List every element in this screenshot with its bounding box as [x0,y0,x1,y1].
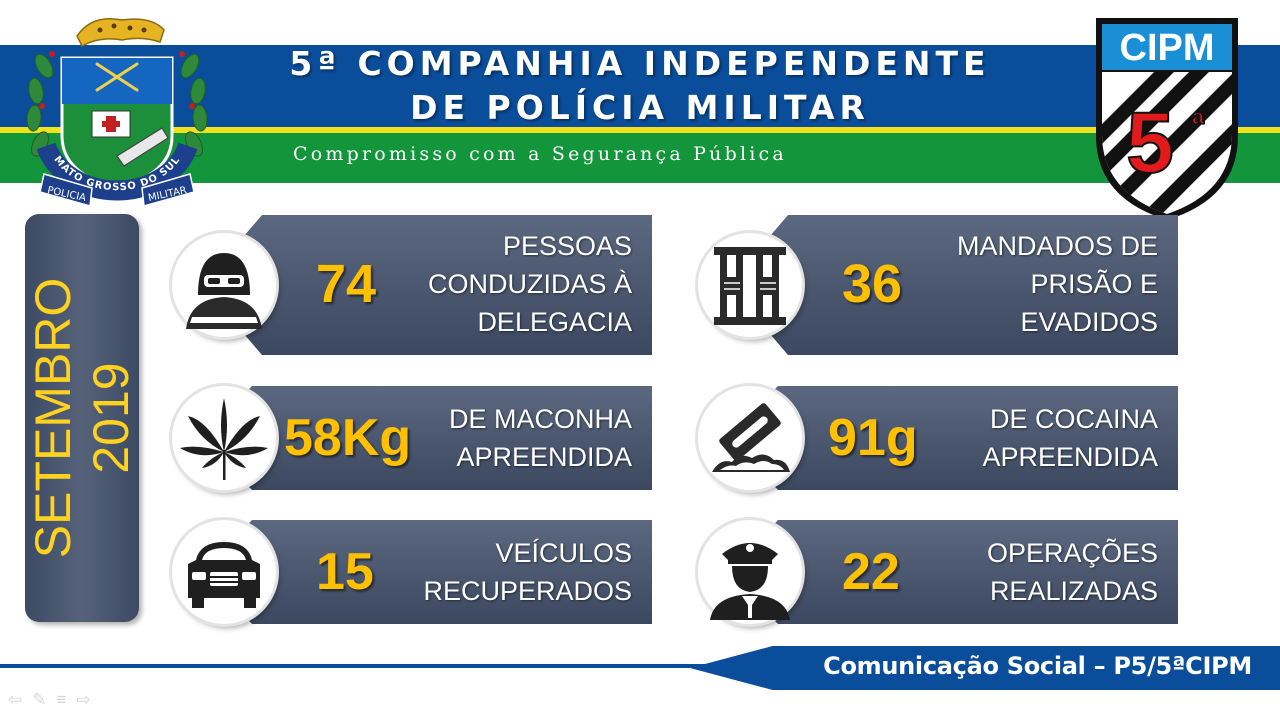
stat-banner [728,215,1178,355]
stat-label-line: MANDADOS DE [956,231,1158,261]
stat-value: 74 [316,254,377,314]
prev-arrow-icon[interactable]: ⇦ [8,690,33,709]
stat-banner [202,215,652,355]
stat-label: MANDADOS DE PRISÃO E EVADIDOS [957,227,1158,341]
crest-emblem-icon: MATO GROSSO DO SUL POLICIA MILITAR [26,18,208,207]
cipm-label: CIPM [1120,27,1215,69]
stat-label-line: PRISÃO E [1030,269,1158,299]
stat-label-line: CONDUZIDAS À [427,269,632,299]
footer-line [0,664,760,668]
motto-text: Compromisso com a Segurança Pública [293,143,787,165]
cipm-badge-logo: CIPM 5 ª [1092,14,1242,222]
stat-value: 15 [316,543,374,601]
stat-label: DE MACONHA APREENDIDA [449,400,632,476]
page-title-line-1: 5ª COMPANHIA INDEPENDENTE [289,44,991,83]
stat-card-persons: 74 PESSOAS CONDUZIDAS À DELEGACIA [172,215,652,355]
stat-card-vehicles: 15 VEÍCULOS RECUPERADOS [172,520,652,624]
stat-label: OPERAÇÕES REALIZADAS [987,534,1158,610]
stat-icon-circle [172,233,276,337]
stat-label-line: APREENDIDA [456,442,632,472]
stat-card-marijuana: 58Kg DE MACONHA APREENDIDA [172,386,652,490]
stat-label: PESSOAS CONDUZIDAS À DELEGACIA [428,227,632,341]
stat-card-operations: 22 OPERAÇÕES REALIZADAS [698,520,1178,624]
police-crest-logo: MATO GROSSO DO SUL POLICIA MILITAR [22,6,212,216]
cipm-shield-icon: CIPM 5 ª [1096,18,1238,220]
header-blue-band [0,45,1280,127]
page-title-line-2: DE POLÍCIA MILITAR [410,88,870,127]
cipm-ordinal: ª [1192,106,1205,144]
stat-label: DE COCAINA APREENDIDA [982,400,1158,476]
stat-label: VEÍCULOS RECUPERADOS [423,534,632,610]
stat-banner [202,520,652,624]
month-name: SETEMBRO [25,277,81,559]
stat-icon-circle [698,386,802,490]
stat-icon-circle [698,233,802,337]
stat-label-line: DE COCAINA [989,404,1158,434]
stat-banner [202,386,652,490]
header-yellow-stripe [0,127,1280,133]
stat-banner [728,386,1178,490]
month-card: SETEMBRO 2019 [25,214,139,622]
stat-label-line: REALIZADAS [989,576,1158,606]
car-front-icon [188,542,260,608]
footer-band [690,646,1280,690]
cipm-number: 5 [1126,95,1174,191]
razor-blade-icon [712,403,790,472]
header-green-band [0,133,1280,183]
stat-card-cocaine: 91g DE COCAINA APREENDIDA [698,386,1178,490]
month-label: SETEMBRO 2019 [24,278,140,559]
pen-icon[interactable]: ✎ [32,690,57,709]
stat-icon-circle [172,386,276,490]
stat-label-line: OPERAÇÕES [986,538,1158,568]
masked-person-icon [186,253,262,329]
stat-label-line: APREENDIDA [982,442,1158,472]
slide-navigation: ⇦✎≡⇨ [8,690,101,710]
footer-text: Comunicação Social – P5/5ªCIPM [823,652,1252,680]
stat-label-line: DE MACONHA [448,404,632,434]
police-officer-icon [710,543,790,620]
stat-label-line: DELEGACIA [477,307,632,337]
menu-icon[interactable]: ≡ [56,690,77,709]
stat-label-line: VEÍCULOS [495,538,632,568]
stat-value: 22 [842,543,900,601]
month-year: 2019 [83,362,139,474]
stat-card-warrants: 36 MANDADOS DE PRISÃO E EVADIDOS [698,215,1178,355]
stat-value: 36 [842,254,903,314]
next-arrow-icon[interactable]: ⇨ [76,690,101,709]
stat-label-line: EVADIDOS [1020,307,1158,337]
stat-icon-circle [172,520,276,624]
stat-value: 91g [828,409,918,467]
stat-value: 58Kg [284,409,412,467]
stat-banner [728,520,1178,624]
stat-label-line: RECUPERADOS [423,576,632,606]
prison-bars-icon [714,247,786,325]
cannabis-leaf-icon [180,398,268,480]
stat-label-line: PESSOAS [502,231,632,261]
stat-icon-circle [698,520,802,624]
